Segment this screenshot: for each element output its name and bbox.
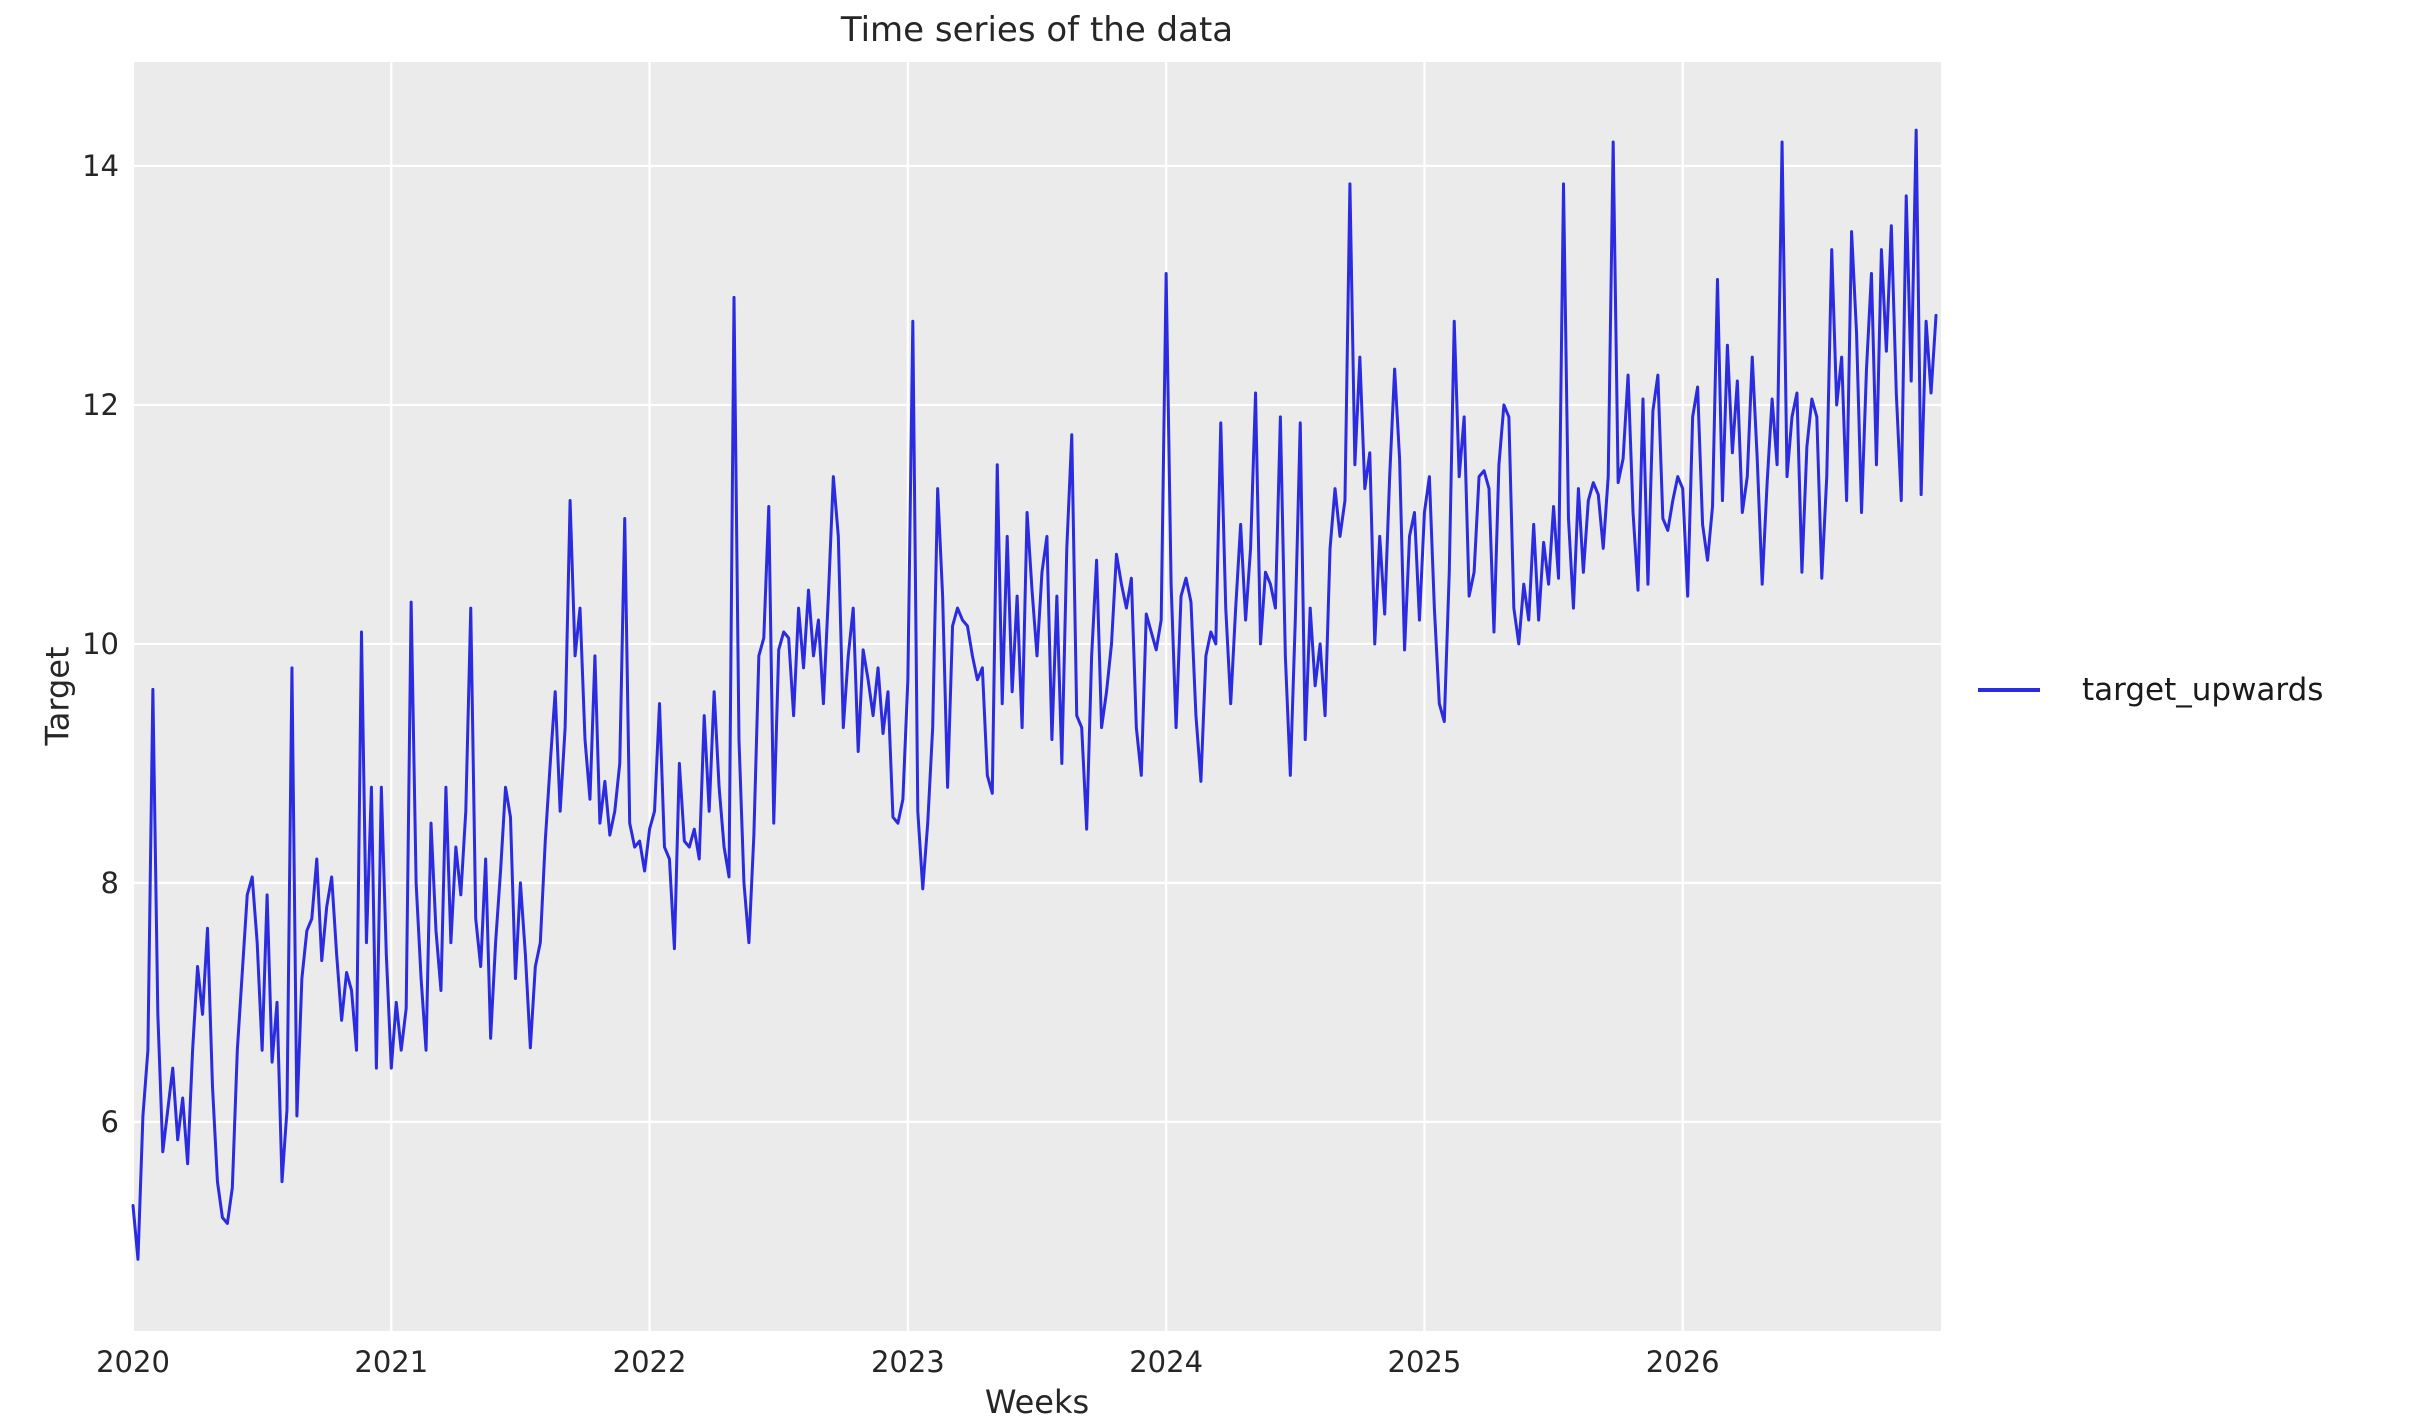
x-tick-label: 2021 [354, 1345, 429, 1379]
legend: target_upwards [1978, 672, 2323, 708]
y-tick-label: 8 [100, 865, 119, 900]
x-tick-label: 2022 [612, 1345, 687, 1379]
y-tick-label: 12 [82, 387, 119, 422]
x-tick-label: 2026 [1645, 1345, 1720, 1379]
axes-background [133, 62, 1941, 1331]
target-upwards-line [131, 128, 1938, 1261]
chart-title: Time series of the data [840, 10, 1234, 50]
y-tick-label: 14 [82, 148, 119, 183]
x-tick-label: 2024 [1129, 1345, 1204, 1379]
x-axis-label: Weeks [984, 1383, 1090, 1421]
x-tick-label: 2023 [870, 1345, 945, 1379]
legend-series-label: target_upwards [2082, 672, 2324, 708]
x-tick-label: 2025 [1387, 1345, 1462, 1379]
y-tick-label: 10 [82, 626, 119, 661]
y-tick-label: 6 [100, 1104, 119, 1139]
y-axis-label: Target [38, 646, 77, 746]
x-tick-label: 2020 [96, 1345, 170, 1379]
legend-line-sample [1978, 688, 2040, 692]
